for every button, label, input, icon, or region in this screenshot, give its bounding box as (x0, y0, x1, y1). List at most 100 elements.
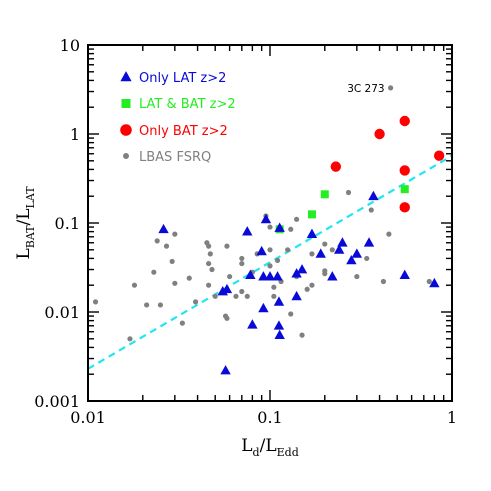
data-point-triangle (429, 277, 440, 288)
data-point-dot (92, 299, 99, 305)
x-tick-label: 0.1 (257, 408, 282, 427)
data-point-dot (329, 247, 335, 253)
data-point-dot (380, 278, 387, 285)
data-point-dot (368, 207, 374, 213)
data-point-circle (433, 150, 445, 161)
data-point-dot (163, 243, 170, 249)
data-point-square (320, 190, 329, 199)
data-point-dot (322, 241, 328, 247)
data-point-dot (172, 280, 178, 286)
legend-marker-triangle (120, 71, 132, 82)
data-point-triangle (333, 244, 345, 254)
data-point-dot (274, 257, 281, 263)
data-point-dot (388, 85, 394, 91)
data-point-dot (224, 243, 230, 249)
data-point-dot (364, 255, 370, 262)
data-point-dot (386, 231, 392, 237)
legend-entry-only-lat: Only LAT z>2 (120, 71, 226, 86)
data-point-dot (299, 332, 305, 338)
data-point-triangle (272, 271, 283, 281)
legend-label-only-bat: Only BAT z>2 (139, 124, 228, 139)
data-point-dot (206, 243, 212, 249)
data-point-triangle (221, 283, 233, 294)
data-point-dot (233, 293, 239, 299)
data-point-circle (399, 165, 410, 176)
data-point-dot (267, 224, 273, 230)
legend-entry-lat-bat: LAT & BAT z>2 (121, 97, 236, 112)
data-point-triangle (346, 254, 357, 265)
data-point-triangle (258, 302, 269, 313)
data-point-triangle (256, 245, 267, 256)
data-point-triangle (368, 190, 379, 201)
data-point-triangle (220, 365, 231, 375)
data-point-dot (192, 299, 199, 305)
data-point-triangle (363, 237, 375, 247)
y-tick-label: 0.01 (44, 303, 80, 322)
y-axis-label: LBAT/LLAT (14, 186, 37, 260)
legend-marker-dot (123, 153, 129, 159)
data-point-triangle (327, 271, 338, 281)
data-point-dot (131, 282, 138, 288)
data-point-circle (399, 202, 410, 213)
data-point-dot (206, 282, 212, 288)
fit-line (87, 154, 453, 370)
data-point-dot (179, 320, 185, 326)
x-tick-label: 1 (447, 408, 457, 427)
data-point-triangle (258, 271, 269, 281)
data-point-dot (224, 315, 230, 321)
y-tick-label: 10 (60, 36, 80, 55)
data-point-triangle (264, 271, 276, 281)
data-point-dot (127, 336, 133, 342)
data-point-dot (212, 293, 218, 299)
data-point-dot (426, 278, 432, 285)
data-point-dot (267, 263, 273, 269)
data-point-dot (186, 275, 192, 281)
data-point-circle (399, 115, 410, 127)
data-point-dot (354, 273, 360, 280)
data-point-dot (293, 216, 300, 222)
fit-line-layer (87, 154, 453, 370)
data-point-triangle (274, 329, 285, 340)
data-point-dot (288, 226, 294, 232)
data-point-triangle (291, 290, 302, 301)
data-point-triangle (274, 222, 285, 232)
data-point-dot (206, 260, 212, 267)
data-point-triangle (399, 269, 410, 279)
data-point-dot (239, 260, 245, 267)
y-tick-label: 0.001 (34, 392, 80, 411)
data-point-dot (244, 293, 250, 299)
data-point-dot (309, 282, 315, 288)
y-tick-label: 1 (70, 125, 80, 144)
data-point-dot (288, 311, 294, 317)
data-point-dot (285, 247, 291, 253)
data-point-circle (374, 128, 385, 140)
data-point-dot (239, 288, 245, 295)
data-point-dot (151, 269, 157, 275)
data-point-triangle (306, 228, 318, 239)
data-point-triangle (296, 264, 308, 274)
data-point-triangle (247, 319, 258, 329)
data-point-dot (271, 284, 277, 290)
data-point-dot (239, 255, 245, 262)
data-point-triangle (291, 268, 302, 278)
data-point-dot (304, 286, 310, 292)
data-point-dot (144, 302, 150, 308)
data-point-square (400, 185, 409, 194)
data-point-triangle (158, 223, 169, 234)
data-point-triangle (245, 269, 256, 279)
data-point-dot (207, 251, 213, 257)
legend-label-only-lat: Only LAT z>2 (139, 71, 226, 86)
data-point-dot (309, 251, 315, 257)
data-point-dot (157, 302, 164, 308)
y-tick-label: 0.1 (55, 214, 80, 233)
data-point-triangle (273, 296, 285, 306)
data-point-triangle (315, 248, 326, 258)
data-point-triangle (273, 320, 285, 330)
data-point-triangle (351, 248, 363, 258)
data-point-dot (169, 258, 175, 265)
x-tick-label: 0.01 (70, 408, 106, 427)
data-point-dot (271, 293, 277, 299)
